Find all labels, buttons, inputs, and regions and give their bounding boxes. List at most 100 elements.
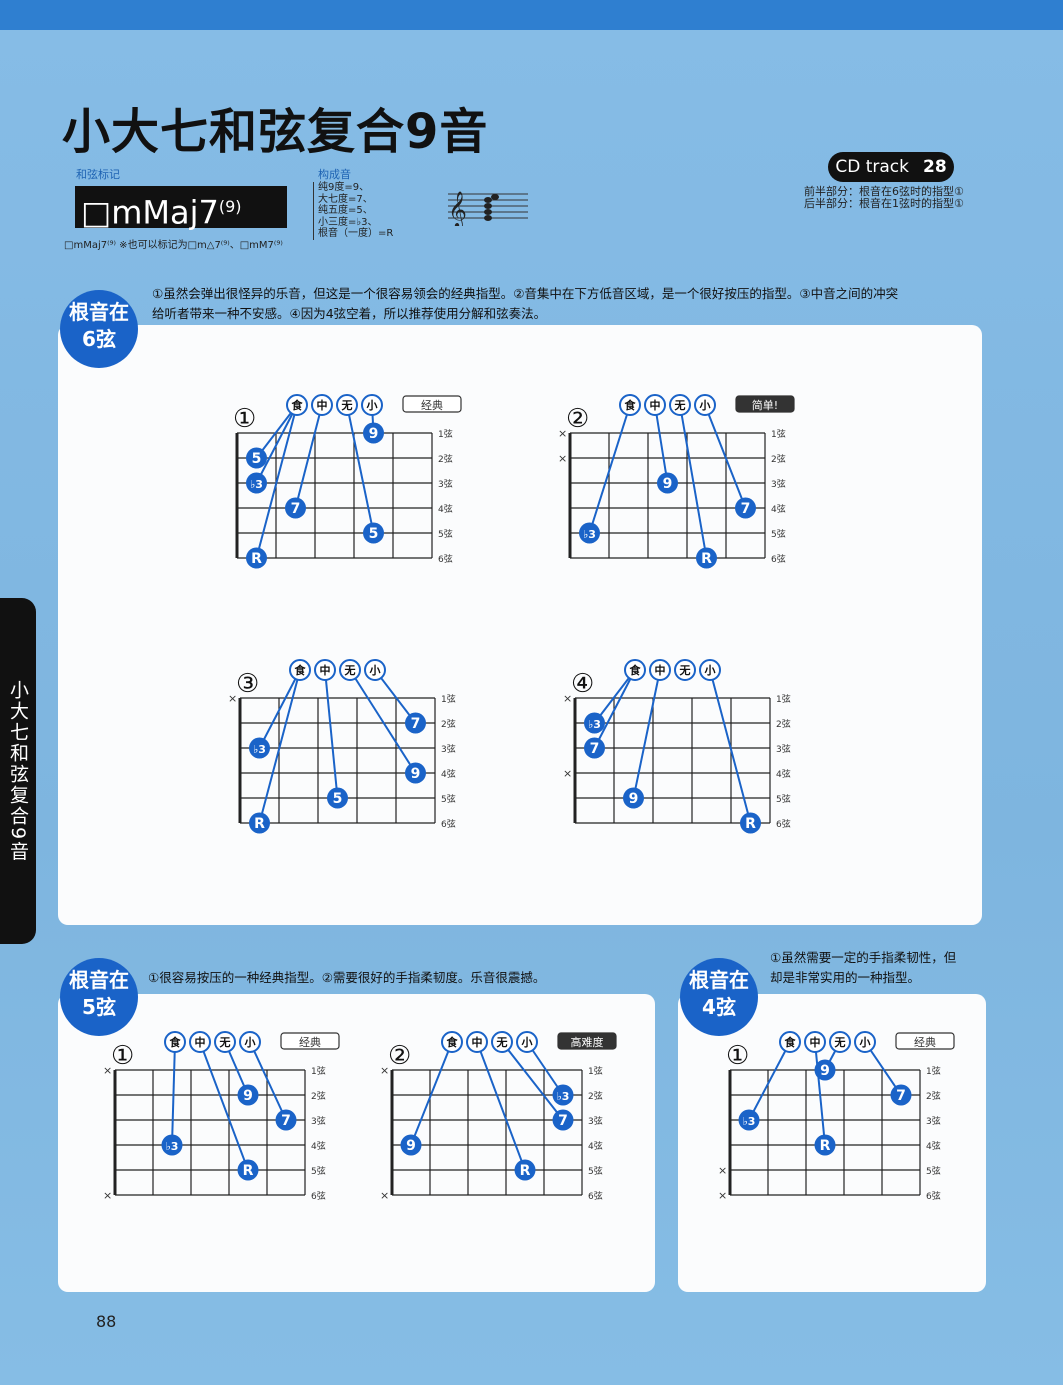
string-label: 3弦: [438, 478, 453, 490]
page-number: 88: [96, 1312, 117, 1331]
composition-heading: 构成音: [318, 168, 351, 181]
string-label: 6弦: [776, 818, 791, 830]
note-label: 5: [252, 451, 262, 467]
diagram-tag-label: 高难度: [571, 1035, 604, 1049]
finger-label: 无: [679, 664, 691, 677]
finger-circle: [694, 394, 716, 416]
finger-circle: [491, 1031, 513, 1053]
string-label: 6弦: [926, 1190, 941, 1202]
string-label: 3弦: [771, 478, 786, 490]
finger-circle: [311, 394, 333, 416]
diagram-number: ③: [236, 669, 259, 699]
chord-label-heading: 和弦标记: [76, 168, 120, 181]
finger-circle: [164, 1031, 186, 1053]
string-label: 1弦: [311, 1065, 326, 1077]
note-dot: [579, 522, 600, 544]
finger-label: 食: [170, 1035, 182, 1049]
string-label: 5弦: [926, 1165, 941, 1177]
note-dot: [285, 497, 306, 519]
finger-circle: [239, 1031, 261, 1053]
diagram-tag-label: 经典: [299, 1035, 321, 1049]
diagram-tag: [280, 1032, 340, 1050]
note-dot: [246, 447, 267, 469]
finger-line: [679, 404, 708, 559]
note-dot: [890, 1084, 912, 1106]
cd-note-line: 前半部分：根音在6弦时的指型①: [804, 185, 964, 198]
finger-label: 小: [699, 398, 711, 412]
string-label: 4弦: [926, 1140, 941, 1152]
diagram-tag-label: 经典: [421, 398, 443, 412]
string-label: 5弦: [311, 1165, 326, 1177]
description-line: ①虽然需要一定的手指柔韧性，但: [770, 950, 957, 965]
note-label: R: [520, 1163, 531, 1179]
note-label: ♭3: [253, 743, 266, 756]
note-label: 9: [820, 1063, 830, 1079]
badge-line: 5弦: [82, 995, 116, 1019]
chord-diagram-d6-1: 1弦 2弦 3弦 4弦 5弦 6弦 ① 经典 食中无小 R 5 ♭3 7 5 9: [233, 394, 462, 569]
string-label: 6弦: [588, 1190, 603, 1202]
note-label: ♭3: [166, 1140, 179, 1153]
note-label: R: [254, 816, 265, 832]
string-label: 2弦: [588, 1090, 603, 1102]
note-label: 7: [741, 501, 751, 517]
finger-line: [255, 404, 298, 559]
string-label: 1弦: [776, 693, 791, 705]
root6-badge: 根音在 6弦: [60, 290, 138, 368]
root6-panel: [58, 325, 982, 925]
string-label: 2弦: [771, 453, 786, 465]
string-label: 1弦: [441, 693, 456, 705]
chord-diagram-d6-2: 1弦2弦3弦4弦5弦6弦××② 简单!食中无小♭39R7: [558, 394, 795, 569]
note-dot: [161, 1134, 183, 1156]
string-label: 2弦: [438, 453, 453, 465]
string-label: 5弦: [438, 528, 453, 540]
finger-label: 食: [447, 1035, 459, 1049]
string-label: 4弦: [438, 503, 453, 515]
finger-label: 中: [320, 663, 331, 677]
muted-marker: ×: [380, 1189, 389, 1202]
cd-note-line: 后半部分：根音在1弦时的指型①: [804, 197, 964, 210]
note-dot: [237, 1084, 259, 1106]
finger-label: 小: [704, 663, 716, 677]
note-dot: [740, 812, 761, 834]
finger-line: [588, 404, 631, 534]
finger-label: 小: [369, 663, 381, 677]
note-dot: [814, 1134, 836, 1156]
note-dot: [735, 497, 756, 519]
finger-line: [593, 669, 636, 724]
diagram-number: ④: [571, 669, 594, 699]
note-label: ♭3: [583, 528, 596, 541]
note-label: 9: [663, 476, 673, 492]
note-label: 9: [369, 426, 379, 442]
chord-diagram-d5-2: 1弦2弦3弦4弦5弦6弦××② 高难度食中无小9R7♭3: [380, 1031, 617, 1202]
note-dot: [623, 787, 644, 809]
finger-circle: [214, 1031, 236, 1053]
string-label: 6弦: [311, 1190, 326, 1202]
chord-diagram-d5-1: 1弦2弦3弦4弦5弦6弦××① 经典食中无小♭3R97: [103, 1031, 340, 1202]
string-label: 5弦: [588, 1165, 603, 1177]
svg-text:𝄞: 𝄞: [448, 190, 467, 226]
note-dot: [246, 547, 267, 569]
note-dot: [363, 522, 384, 544]
note-dot: [738, 1109, 760, 1131]
finger-circle: [619, 394, 641, 416]
finger-circle: [286, 394, 308, 416]
muted-marker: ×: [563, 767, 572, 780]
finger-circle: [516, 1031, 538, 1053]
finger-line: [199, 1041, 249, 1171]
finger-line: [324, 669, 339, 799]
root6-description: ①虽然会弹出很怪异的乐音，但这是一个很容易领会的经典指型。②音集中在下方低音区域…: [152, 284, 898, 324]
description-line: ①很容易按压的一种经典指型。②需要很好的手指柔韧度。乐音很震撼。: [148, 970, 546, 985]
finger-circle: [289, 659, 311, 681]
string-label: 4弦: [776, 768, 791, 780]
finger-circle: [189, 1031, 211, 1053]
finger-label: 无: [674, 399, 686, 412]
diagram-tag: [895, 1032, 955, 1050]
finger-line: [258, 669, 301, 749]
root5-badge: 根音在 5弦: [60, 958, 138, 1036]
note-label: 9: [243, 1088, 253, 1104]
finger-label: 食: [785, 1035, 797, 1049]
page-title: 小大七和弦复合9音: [62, 104, 489, 160]
chord-diagram-d6-4: 1弦2弦3弦4弦5弦6弦××④ 食中无小♭379R: [563, 659, 791, 834]
string-label: 3弦: [776, 743, 791, 755]
note-dot: [249, 737, 270, 759]
